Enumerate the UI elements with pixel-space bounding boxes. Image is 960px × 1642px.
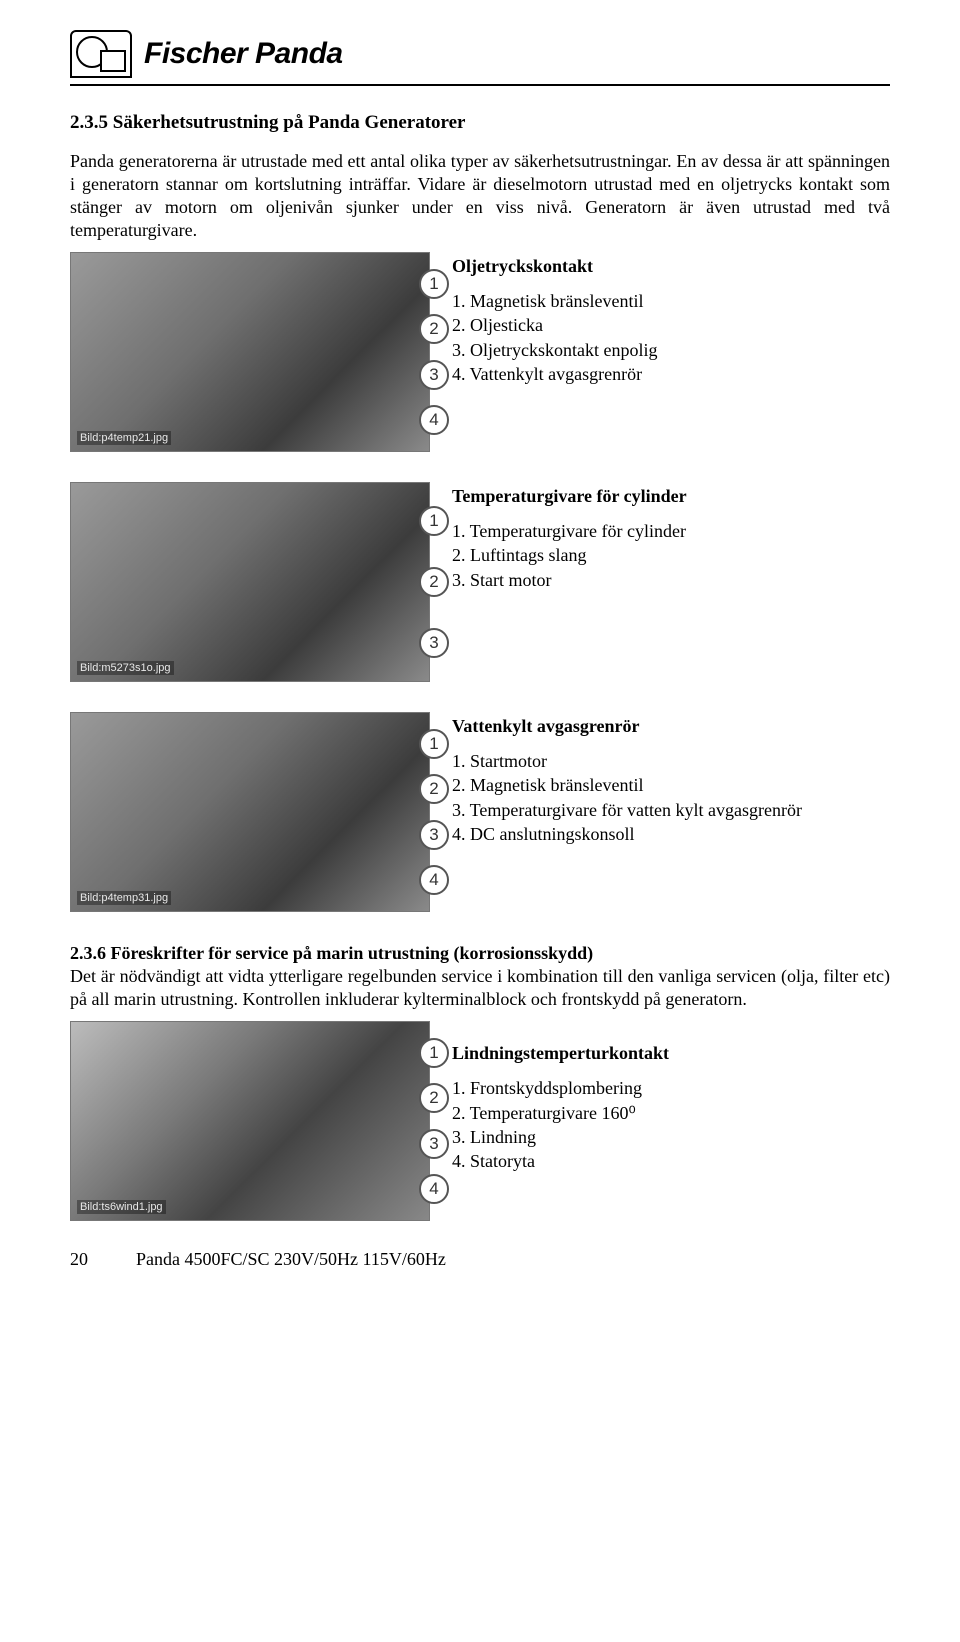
callout-title: Vattenkylt avgasgrenrör	[452, 716, 890, 737]
marker: 3	[419, 360, 449, 390]
marker: 1	[419, 1038, 449, 1068]
header-rule	[70, 84, 890, 86]
marker: 3	[419, 820, 449, 850]
figure-block-4: Bild:ts6wind1.jpg 1 2 3 4 Lindningstempe…	[70, 1021, 890, 1221]
marker: 4	[419, 1174, 449, 1204]
callout-item: 2. Luftintags slang	[452, 543, 890, 567]
figure-markers-1: 1 2 3 4	[419, 253, 449, 451]
figure-caption-3: Bild:p4temp31.jpg	[77, 891, 171, 905]
marker: 2	[419, 314, 449, 344]
callout-item: 1. Startmotor	[452, 749, 890, 773]
callout-item: 3. Temperaturgivare för vatten kylt avga…	[452, 798, 890, 822]
figure-image-3: Bild:p4temp31.jpg 1 2 3 4	[70, 712, 430, 912]
marker: 3	[419, 628, 449, 658]
figure-caption-2: Bild:m5273s1o.jpg	[77, 661, 174, 675]
callout-item: 2. Magnetisk bränsleventil	[452, 773, 890, 797]
section-236: 2.3.6 Föreskrifter för service på marin …	[70, 942, 890, 1011]
callout-item: 1. Frontskyddsplombering	[452, 1076, 890, 1100]
callout-item: 3. Lindning	[452, 1125, 890, 1149]
figure-block-3: Bild:p4temp31.jpg 1 2 3 4 Vattenkylt avg…	[70, 712, 890, 912]
figure-callout-4: Lindningstemperturkontakt 1. Frontskydds…	[452, 1021, 890, 1173]
figure-caption-1: Bild:p4temp21.jpg	[77, 431, 171, 445]
marker: 3	[419, 1129, 449, 1159]
marker: 2	[419, 774, 449, 804]
section-body-235: Panda generatorerna är utrustade med ett…	[70, 150, 890, 242]
callout-list: 1. Frontskyddsplombering2. Temperaturgiv…	[452, 1076, 890, 1173]
callout-item: 4. Vattenkylt avgasgrenrör	[452, 362, 890, 386]
section-heading-235: 2.3.5 Säkerhetsutrustning på Panda Gener…	[70, 112, 890, 134]
marker: 4	[419, 405, 449, 435]
brand-header: Fischer Panda	[70, 30, 890, 78]
figure-block-2: Bild:m5273s1o.jpg 1 2 3 Temperaturgivare…	[70, 482, 890, 682]
callout-list: 1. Temperaturgivare för cylinder2. Lufti…	[452, 519, 890, 592]
figure-block-1: Bild:p4temp21.jpg 1 2 3 4 Oljetryckskont…	[70, 252, 890, 452]
section-number: 2.3.6	[70, 943, 106, 963]
figure-callout-2: Temperaturgivare för cylinder 1. Tempera…	[452, 482, 890, 592]
callout-item: 3. Start motor	[452, 568, 890, 592]
callout-title: Temperaturgivare för cylinder	[452, 486, 890, 507]
figure-markers-4: 1 2 3 4	[419, 1022, 449, 1220]
callout-item: 4. DC anslutningskonsoll	[452, 822, 890, 846]
callout-title: Oljetryckskontakt	[452, 256, 890, 277]
figure-markers-2: 1 2 3	[419, 483, 449, 681]
figure-callout-1: Oljetryckskontakt 1. Magnetisk bränsleve…	[452, 252, 890, 386]
marker: 1	[419, 269, 449, 299]
figure-image-4: Bild:ts6wind1.jpg 1 2 3 4	[70, 1021, 430, 1221]
section-title-text: Föreskrifter för service på marin utrust…	[111, 943, 594, 963]
figure-markers-3: 1 2 3 4	[419, 713, 449, 911]
callout-list: 1. Startmotor2. Magnetisk bränsleventil3…	[452, 749, 890, 846]
marker: 1	[419, 729, 449, 759]
page-footer: 20 Panda 4500FC/SC 230V/50Hz 115V/60Hz	[70, 1249, 890, 1270]
callout-item: 1. Magnetisk bränsleventil	[452, 289, 890, 313]
callout-item: 2. Temperaturgivare 160⁰	[452, 1101, 890, 1125]
callout-item: 3. Oljetryckskontakt enpolig	[452, 338, 890, 362]
brand-name: Fischer Panda	[144, 37, 343, 71]
figure-image-1: Bild:p4temp21.jpg 1 2 3 4	[70, 252, 430, 452]
callout-list: 1. Magnetisk bränsleventil2. Oljesticka3…	[452, 289, 890, 386]
panda-logo-icon	[70, 30, 132, 78]
marker: 2	[419, 1083, 449, 1113]
callout-item: 2. Oljesticka	[452, 313, 890, 337]
marker: 4	[419, 865, 449, 895]
section-number: 2.3.5	[70, 112, 108, 133]
section-body-236: Det är nödvändigt att vidta ytterligare …	[70, 966, 890, 1009]
page-number: 20	[70, 1249, 88, 1270]
marker: 2	[419, 567, 449, 597]
doc-id: Panda 4500FC/SC 230V/50Hz 115V/60Hz	[136, 1249, 446, 1270]
callout-item: 4. Statoryta	[452, 1149, 890, 1173]
figure-caption-4: Bild:ts6wind1.jpg	[77, 1200, 166, 1214]
callout-item: 1. Temperaturgivare för cylinder	[452, 519, 890, 543]
callout-title: Lindningstemperturkontakt	[452, 1043, 890, 1064]
figure-image-2: Bild:m5273s1o.jpg 1 2 3	[70, 482, 430, 682]
figure-callout-3: Vattenkylt avgasgrenrör 1. Startmotor2. …	[452, 712, 890, 846]
section-title-text: Säkerhetsutrustning på Panda Generatorer	[113, 112, 466, 133]
marker: 1	[419, 506, 449, 536]
